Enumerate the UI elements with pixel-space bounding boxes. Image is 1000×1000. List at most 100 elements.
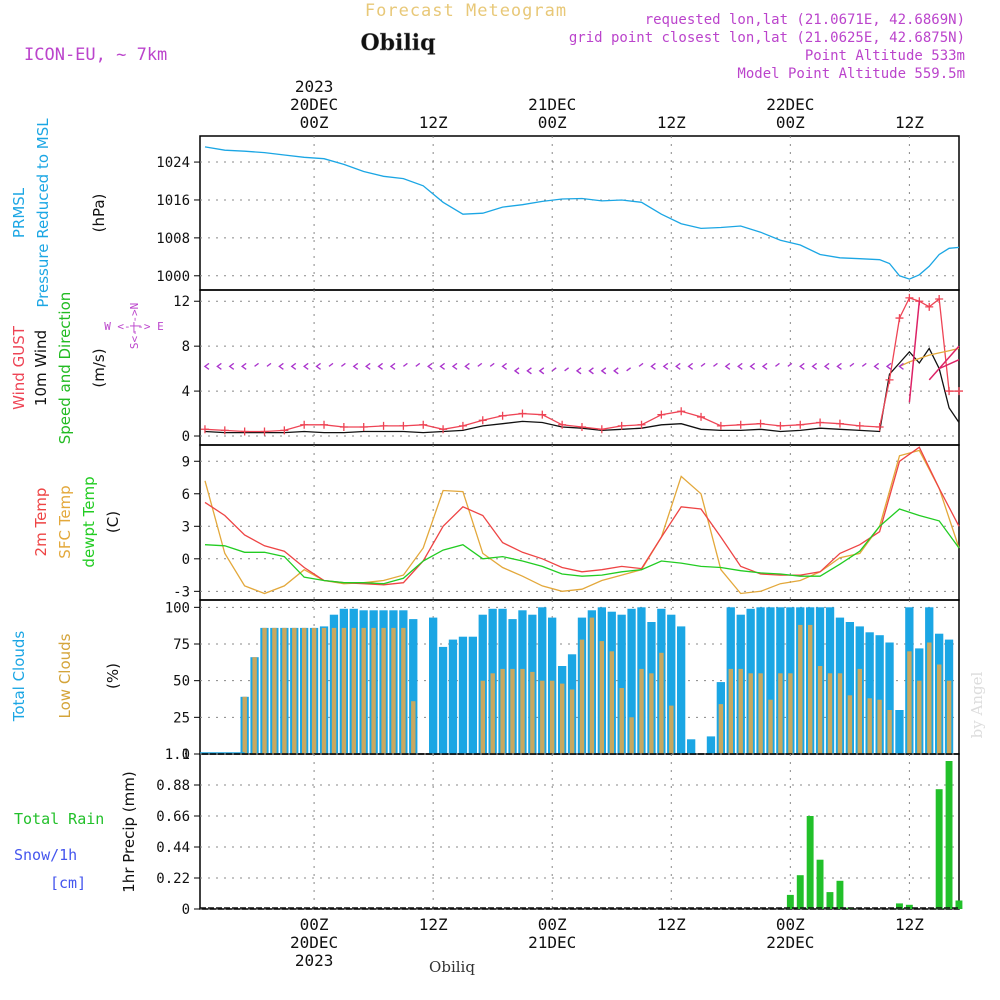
low-cloud-bar xyxy=(609,651,614,754)
gust-marker xyxy=(399,421,408,430)
gust-marker xyxy=(260,427,269,436)
wind-direction-barb xyxy=(775,362,780,367)
wind-speed-line xyxy=(204,347,960,434)
snow-unit-label: [cm] xyxy=(50,874,86,892)
bottom-tick-label: 00Z xyxy=(538,915,567,934)
gust-marker xyxy=(359,423,368,432)
y-tick-label: 1016 xyxy=(156,193,190,209)
wind-direction-barb xyxy=(427,362,433,370)
cloud-panel: 0 25 50 75 100 xyxy=(165,599,960,763)
low-cloud-bar xyxy=(738,668,743,754)
top-time-axis: 00Z 12Z 00Z 12Z 00Z 12Z 20DEC 21DEC 22DEC 2023 xyxy=(290,77,924,132)
gust-marker xyxy=(419,420,428,429)
precip-unit-label: 1hr Precip (mm) xyxy=(120,771,138,892)
wind-direction-barb xyxy=(402,362,408,367)
gust-marker xyxy=(518,409,527,418)
total-cloud-bar xyxy=(667,614,676,754)
compass-we-label: W <-|-> E xyxy=(104,320,164,333)
gust-marker xyxy=(716,421,725,430)
bottom-tick-label: 12Z xyxy=(657,915,686,934)
gust-marker xyxy=(796,420,805,429)
rain-bar xyxy=(826,892,834,909)
total-cloud-bar xyxy=(438,646,448,754)
rain-bar xyxy=(796,875,804,909)
chart-title: Forecast Meteogram xyxy=(365,1,567,21)
low-cloud-bar xyxy=(500,668,505,754)
total-cloud-bar xyxy=(895,710,904,754)
low-cloud-bar xyxy=(371,627,376,754)
panel-frame xyxy=(199,444,960,601)
wind-direction-barb xyxy=(638,362,644,367)
wind-panel: 0 4 8 12 xyxy=(173,289,963,446)
low-cloud-bar xyxy=(798,624,803,754)
low-cloud-bar xyxy=(579,639,585,754)
wind-direction-barb xyxy=(662,362,669,370)
wind-direction-barb xyxy=(626,367,632,372)
gust-marker xyxy=(478,416,487,425)
gust-marker xyxy=(280,426,289,435)
y-tick-label: 50 xyxy=(173,674,190,690)
low-cloud-bar xyxy=(768,699,773,754)
y-tick-label: 8 xyxy=(182,339,190,355)
wind-direction-barb xyxy=(538,367,545,375)
low-cloud-bar xyxy=(282,627,287,754)
wind-direction-barb xyxy=(885,362,892,370)
low-cloud-bar xyxy=(758,673,763,754)
gust-marker xyxy=(935,294,944,303)
station-name: Obiliq xyxy=(360,30,435,56)
low-cloud-bar xyxy=(877,699,882,754)
total-cloud-bar xyxy=(538,607,547,754)
low-cloud-bar xyxy=(361,627,366,754)
rain-bar xyxy=(945,761,953,909)
low-cloud-bar xyxy=(837,673,843,754)
wind-direction-barb xyxy=(266,362,272,367)
total-cloud-bar xyxy=(617,614,626,754)
low-cloud-bar xyxy=(917,680,922,754)
model-name: ICON-EU, ~ 7km xyxy=(24,45,167,65)
rain-bar xyxy=(786,894,794,909)
t2m-label: 2m Temp xyxy=(32,488,50,557)
point-altitude: Point Altitude 533m xyxy=(805,48,965,64)
total-cloud-bar xyxy=(468,636,477,754)
total-rain-label: Total Rain xyxy=(14,810,104,828)
total-clouds-label: Total Clouds xyxy=(10,631,28,723)
rain-bar xyxy=(816,859,824,909)
gust-marker xyxy=(776,421,785,430)
gust-marker xyxy=(816,418,825,427)
gust-marker xyxy=(498,411,507,420)
top-date-label: 22DEC xyxy=(766,95,814,114)
low-cloud-bar xyxy=(778,673,783,754)
gust-marker xyxy=(925,302,934,311)
y-tick-label: 0 xyxy=(182,429,190,445)
dewpt-line xyxy=(204,508,960,585)
gust-marker xyxy=(617,421,626,430)
rain-bar xyxy=(896,903,903,909)
top-tick-label: 00Z xyxy=(776,113,805,132)
total-cloud-bar xyxy=(409,619,418,754)
wind-direction-barb xyxy=(489,362,495,367)
gust-label: Wind GUST xyxy=(10,325,28,410)
wind-direction-barb xyxy=(575,367,582,375)
gust-marker xyxy=(637,420,646,429)
bottom-year-label: 2023 xyxy=(295,951,334,970)
gust-marker xyxy=(200,425,209,434)
gust-marker xyxy=(379,421,388,430)
total-cloud-bar xyxy=(458,636,468,754)
gust-marker xyxy=(945,387,954,396)
y-tick-label: 1000 xyxy=(156,269,190,285)
low-cloud-bar xyxy=(381,627,386,754)
total-cloud-bar xyxy=(766,607,775,754)
bottom-tick-label: 00Z xyxy=(776,915,805,934)
gust-marker xyxy=(320,420,329,429)
low-cloud-bar xyxy=(907,651,912,754)
wind-direction-barb xyxy=(551,367,557,372)
gust-marker xyxy=(875,423,884,432)
wind-direction-barb xyxy=(203,362,210,370)
wind-direction-barb xyxy=(328,362,334,367)
y-tick-label: -3 xyxy=(173,584,190,600)
wind-direction-barb xyxy=(501,362,508,370)
wind-label: 10m Wind xyxy=(32,330,50,406)
low-cloud-bar xyxy=(857,668,862,754)
wind-direction-barb xyxy=(228,362,235,370)
wind-direction-barb xyxy=(241,362,247,370)
